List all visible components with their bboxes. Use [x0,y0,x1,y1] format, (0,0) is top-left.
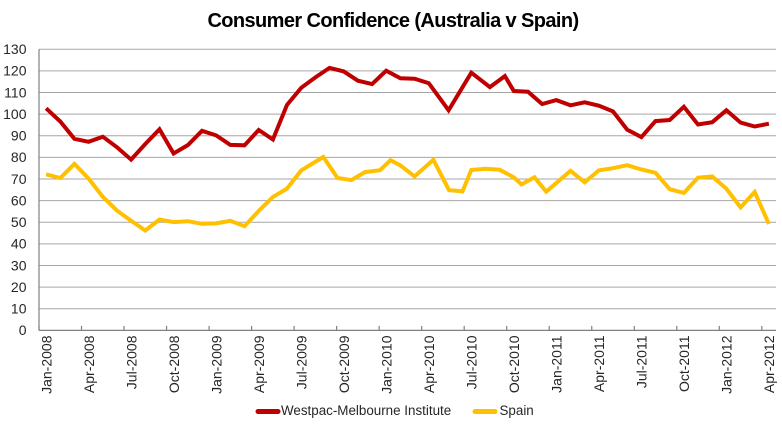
svg-text:120: 120 [3,63,27,79]
svg-text:Jan-2011: Jan-2011 [549,335,565,393]
svg-text:Jan-2010: Jan-2010 [379,335,395,394]
svg-text:Oct-2008: Oct-2008 [166,335,182,393]
svg-text:Jul-2009: Jul-2009 [294,335,310,389]
svg-text:130: 130 [3,41,27,57]
svg-text:70: 70 [11,171,27,187]
svg-text:Oct-2010: Oct-2010 [506,335,522,393]
svg-text:100: 100 [3,106,27,122]
svg-text:Jan-2012: Jan-2012 [719,335,735,394]
svg-text:Consumer Confidence (Australia: Consumer Confidence (Australia v Spain) [207,10,578,32]
svg-text:80: 80 [11,149,27,165]
svg-text:Spain: Spain [500,403,534,418]
svg-text:Apr-2009: Apr-2009 [251,335,267,393]
svg-text:60: 60 [11,193,27,209]
svg-text:Apr-2008: Apr-2008 [81,335,97,393]
svg-text:40: 40 [11,236,27,252]
svg-text:Apr-2011: Apr-2011 [591,335,607,392]
svg-text:20: 20 [11,279,27,295]
svg-text:Jul-2008: Jul-2008 [123,335,139,389]
svg-text:Jul-2010: Jul-2010 [464,335,480,389]
svg-text:Jan-2008: Jan-2008 [38,335,54,394]
svg-text:0: 0 [19,322,27,338]
svg-text:Jan-2009: Jan-2009 [209,335,225,394]
svg-text:Jul-2011: Jul-2011 [634,335,650,388]
svg-text:50: 50 [11,214,27,230]
svg-text:Oct-2011: Oct-2011 [676,335,692,392]
svg-text:10: 10 [11,301,27,317]
svg-text:90: 90 [11,128,27,144]
svg-text:Apr-2012: Apr-2012 [761,335,777,393]
svg-text:Apr-2010: Apr-2010 [421,335,437,393]
svg-text:Westpac-Melbourne Institute: Westpac-Melbourne Institute [281,403,451,418]
svg-text:110: 110 [4,84,27,100]
svg-text:30: 30 [11,257,27,273]
svg-text:Oct-2009: Oct-2009 [336,335,352,393]
